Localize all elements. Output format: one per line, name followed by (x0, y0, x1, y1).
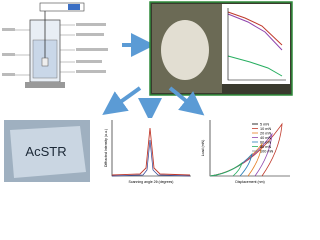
arrows (102, 86, 205, 122)
legend-label: 40 mN (260, 136, 271, 140)
crystal-photo: AcSTR (4, 120, 90, 182)
x-label: Scanning angle 2θ (degrees) (129, 180, 174, 184)
legend-label: 80 mN (260, 145, 271, 149)
x-label: Displacement (nm) (235, 180, 264, 184)
y-label: Load (mN) (201, 140, 205, 157)
crystal-label: AcSTR (25, 144, 66, 159)
legend-label: 5 mN (260, 122, 269, 126)
legend-label: 100 mN (260, 149, 274, 153)
legend-label: 20 mN (260, 131, 271, 135)
legend-label: 60 mN (260, 140, 271, 144)
graphical-abstract: AcSTR Diffracted Intensity (a.u.) Scanni… (2, 1, 293, 186)
y-label: Diffracted Intensity (a.u.) (104, 129, 108, 167)
legend-label: 10 mN (260, 127, 271, 131)
page: {"crystal_photo":{"label":"AcSTR"}, "xrd… (2, 1, 293, 186)
apparatus-diagram (2, 2, 108, 88)
xrd-chart: Diffracted Intensity (a.u.) Scanning ang… (103, 118, 193, 186)
growth-photo (149, 1, 293, 96)
